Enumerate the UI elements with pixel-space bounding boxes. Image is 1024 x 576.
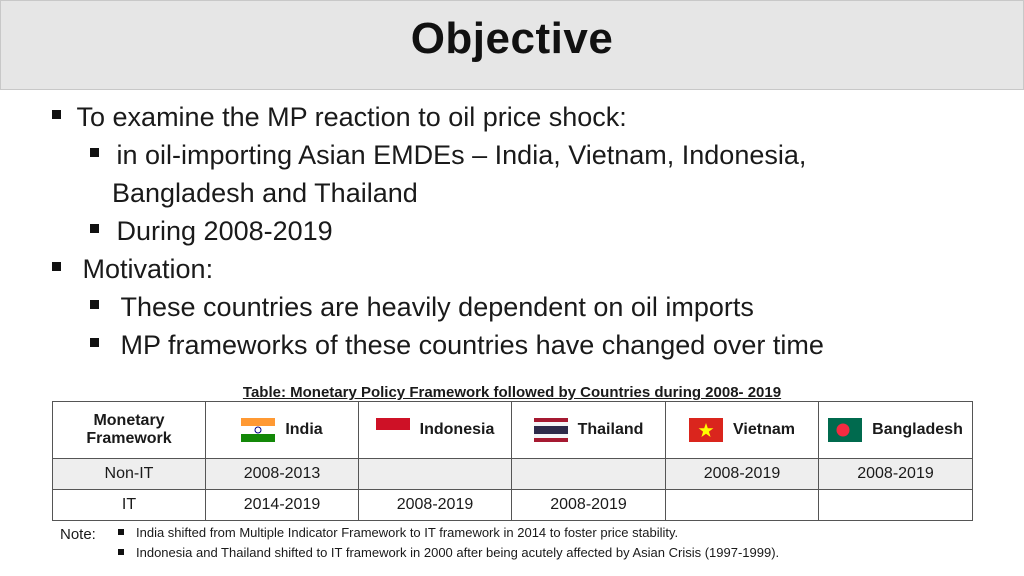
bullet-square-icon <box>90 148 99 158</box>
table-header-row: Monetary Framework India <box>52 401 973 459</box>
page-title: Objective <box>410 14 614 63</box>
sub-bullet-framework-change: MP frameworks of these countries have ch… <box>90 328 824 362</box>
note-item: India shifted from Multiple Indicator Fr… <box>118 525 678 540</box>
row-label: IT <box>52 489 206 521</box>
header-framework: Monetary Framework <box>52 401 206 459</box>
bullet-objective: To examine the MP reaction to oil price … <box>52 100 627 134</box>
header-india: India <box>205 401 359 459</box>
header-indonesia: Indonesia <box>358 401 512 459</box>
bullet-square-icon <box>52 262 61 272</box>
table-cell: 2014-2019 <box>205 489 359 521</box>
table-cell: 2008-2019 <box>665 458 819 490</box>
table-cell: 2008-2013 <box>205 458 359 490</box>
table-cell: 2008-2019 <box>358 489 512 521</box>
table-caption: Table: Monetary Policy Framework followe… <box>242 384 782 401</box>
table-cell <box>665 489 819 521</box>
table-row-it: IT 2014-2019 2008-2019 2008-2019 <box>52 489 973 521</box>
table-cell: 2008-2019 <box>818 458 973 490</box>
framework-table: Monetary Framework India <box>52 401 973 521</box>
table-cell: 2008-2019 <box>511 489 666 521</box>
table-cell <box>511 458 666 490</box>
bullet-motivation: Motivation: <box>52 252 213 286</box>
bullet-square-icon <box>52 110 61 120</box>
header-vietnam: Vietnam <box>665 401 819 459</box>
table-cell <box>818 489 973 521</box>
row-label: Non-IT <box>52 458 206 490</box>
bullet-square-icon <box>90 300 99 310</box>
bullet-square-icon <box>90 338 99 348</box>
title-bar <box>0 0 1024 90</box>
indonesia-flag-icon <box>375 418 410 442</box>
bullet-square-icon <box>90 224 99 234</box>
bullet-square-icon <box>118 528 124 535</box>
thailand-flag-icon <box>533 418 568 442</box>
header-bangladesh: Bangladesh <box>818 401 973 459</box>
india-flag-icon <box>241 418 276 442</box>
sub-bullet-countries: in oil-importing Asian EMDEs – India, Vi… <box>90 138 806 172</box>
header-thailand: Thailand <box>511 401 666 459</box>
bangladesh-flag-icon <box>828 418 863 442</box>
vietnam-flag-icon <box>689 418 724 442</box>
note-label: Note: <box>60 526 96 543</box>
table-row-non-it: Non-IT 2008-2013 2008-2019 2008-2019 <box>52 458 973 490</box>
sub-bullet-oil-dependence: These countries are heavily dependent on… <box>90 290 754 324</box>
sub-bullet-period: During 2008-2019 <box>90 214 333 248</box>
table-cell <box>358 458 512 490</box>
bullet-square-icon <box>118 548 124 555</box>
sub-bullet-countries-cont: Bangladesh and Thailand <box>112 178 418 208</box>
note-item: Indonesia and Thailand shifted to IT fra… <box>118 545 779 560</box>
